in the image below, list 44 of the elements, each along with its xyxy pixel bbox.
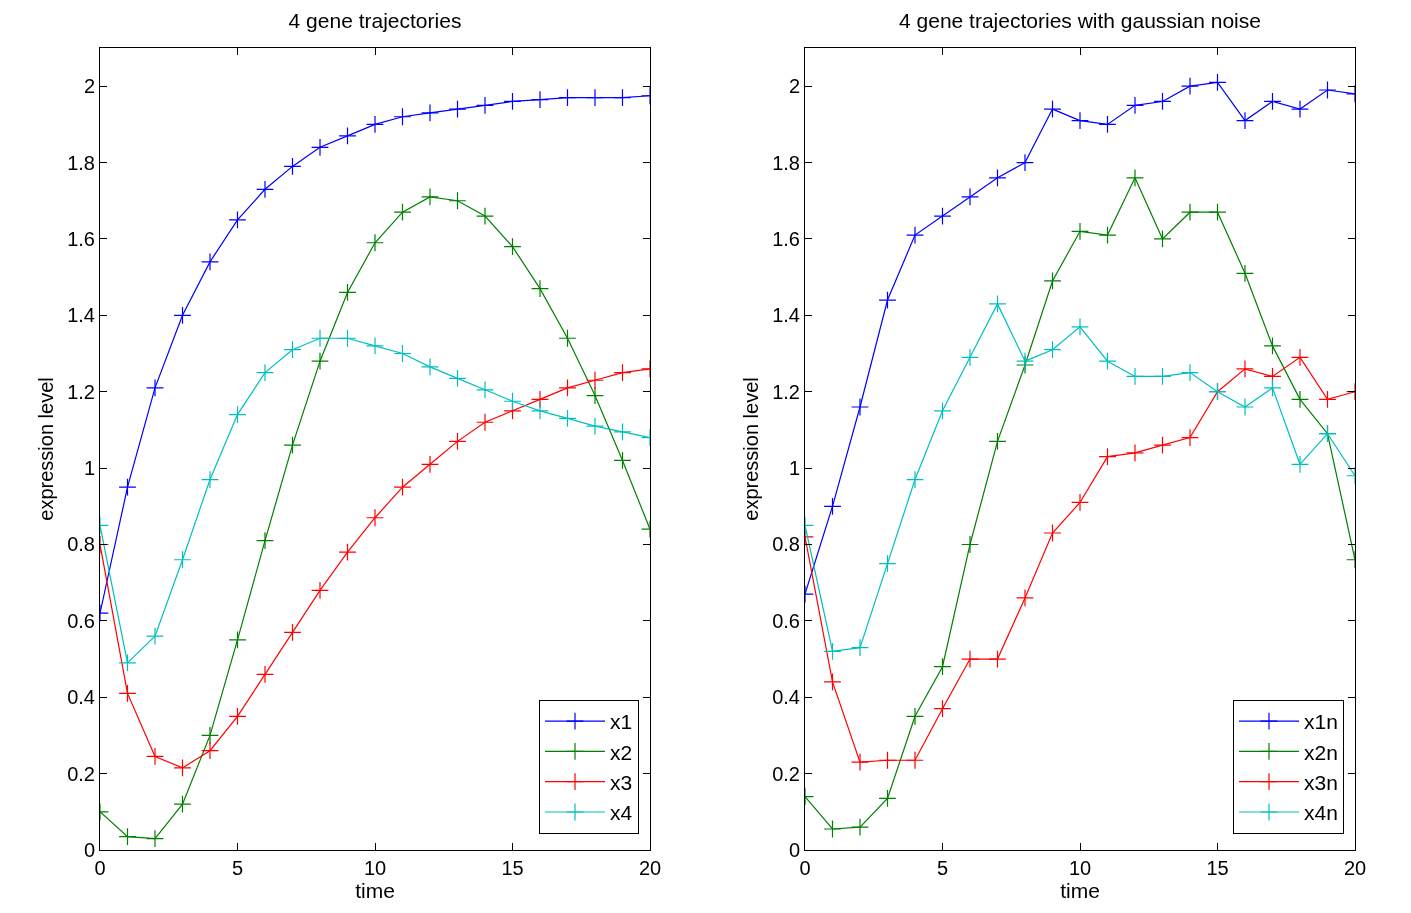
legend-label: x2 [610,740,633,764]
y-tick-label: 0.8 [772,533,800,556]
y-axis-title: expression level [34,377,57,521]
x-tick-label: 20 [638,857,662,879]
x-tick-label: 15 [501,857,524,879]
x-tick-label: 10 [363,857,387,879]
y-tick-label: 2 [788,75,800,98]
y-tick-label: 1.8 [772,151,800,174]
x-tick-label: 5 [936,857,949,879]
y-tick-label: 0 [83,839,95,861]
y-tick-label: 0.6 [772,609,800,632]
legend-label: x1 [610,710,633,734]
x-tick-label: 5 [231,857,244,879]
y-tick-label: 1 [83,457,95,480]
x-tick-label: 10 [1068,857,1092,879]
legend-label: x3n [1304,770,1338,794]
x-axis-title: time [1060,879,1100,902]
legend-label: x2n [1304,740,1338,764]
y-tick-label: 1 [788,457,800,480]
chart-title: 4 gene trajectories with gaussian noise [899,9,1261,33]
y-tick-label: 0.4 [67,686,95,709]
y-tick-label: 1.8 [67,151,95,174]
x-tick-label: 15 [1206,857,1229,879]
y-tick-label: 1.4 [67,304,95,327]
y-tick-label: 0.2 [772,762,800,785]
legend-label: x4 [610,801,633,825]
legend-label: x4n [1304,801,1338,825]
y-tick-label: 0.4 [772,686,800,709]
legend-label: x3 [610,770,633,794]
y-tick-label: 1.6 [67,227,95,250]
y-tick-label: 1.6 [772,227,800,250]
y-tick-label: 1.2 [67,380,95,403]
x-tick-label: 20 [1343,857,1367,879]
y-tick-label: 2 [83,75,95,98]
y-tick-label: 1.4 [772,304,800,327]
y-tick-label: 0 [788,839,800,861]
y-tick-label: 0.2 [67,762,95,785]
x-axis-title: time [355,879,395,902]
legend-label: x1n [1304,710,1338,734]
y-tick-label: 0.8 [67,533,95,556]
y-tick-label: 0.6 [67,609,95,632]
chart-title: 4 gene trajectories [288,9,462,33]
y-axis-title: expression level [739,377,762,521]
y-tick-label: 1.2 [772,380,800,403]
